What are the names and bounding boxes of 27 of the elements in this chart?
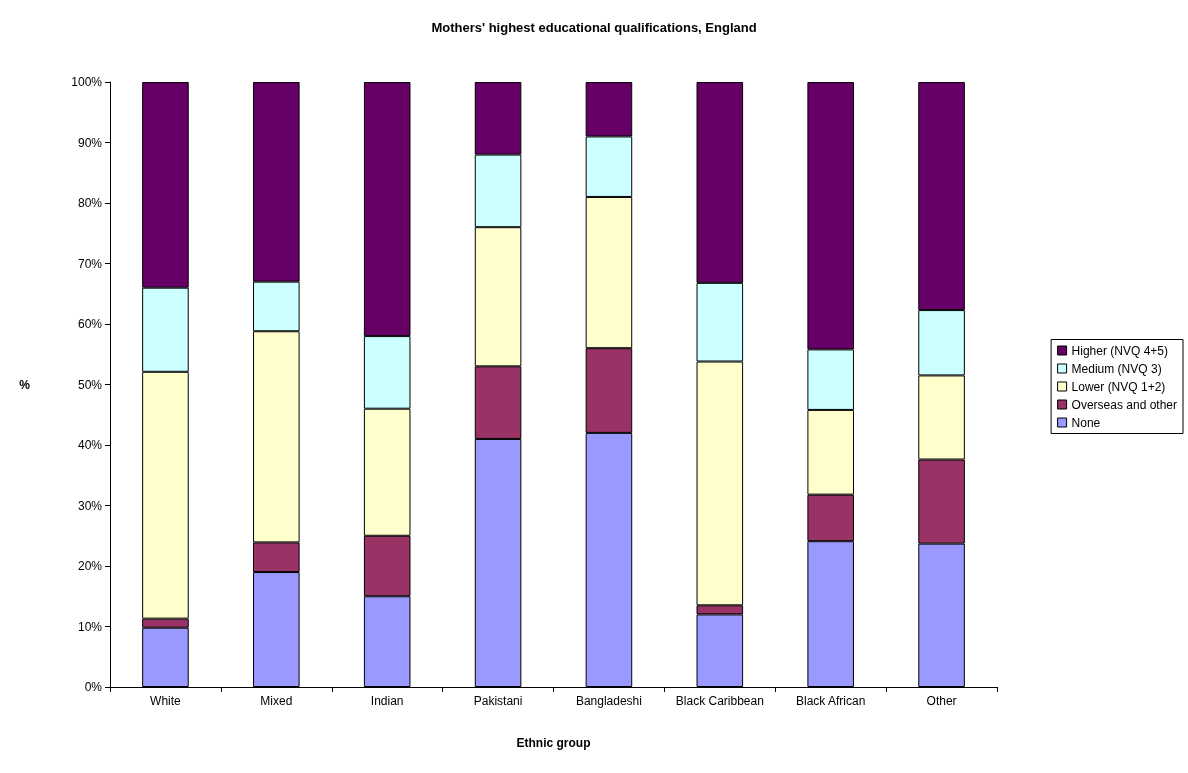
y-tick-label: 70%	[77, 256, 103, 271]
x-tick-label: Other	[926, 694, 957, 708]
legend-label: Overseas and other	[1071, 397, 1178, 412]
x-tick-label: Black African	[796, 694, 866, 708]
y-tick-label: 80%	[77, 196, 103, 210]
chart-title: Mothers' highest educational qualifications, England	[431, 20, 757, 35]
x-tick-label: White	[150, 694, 182, 708]
x-tick-label: Black Caribbean	[675, 694, 764, 708]
legend-label: Lower (NVQ 1+2)	[1071, 379, 1166, 394]
y-tick-label: 20%	[77, 559, 103, 573]
y-tick-label: 90%	[77, 135, 103, 150]
legend-label: Medium (NVQ 3)	[1071, 361, 1162, 376]
x-tick-label: Mixed	[260, 694, 293, 708]
legend-label: Higher (NVQ 4+5)	[1071, 343, 1168, 358]
y-tick-label: 50%	[77, 377, 103, 392]
legend-label: None	[1071, 415, 1101, 430]
y-tick-label: 60%	[77, 317, 103, 331]
x-axis-title: Ethnic group	[516, 736, 591, 750]
y-tick-label: 40%	[77, 438, 103, 452]
x-tick-label: Indian	[370, 694, 404, 708]
y-tick-label: 0%	[84, 680, 103, 694]
x-tick-label: Pakistani	[473, 694, 523, 708]
x-tick-label: Bangladeshi	[575, 694, 642, 708]
y-tick-label: 30%	[77, 498, 103, 513]
y-tick-label: 10%	[77, 619, 103, 634]
y-tick-label: 100%	[71, 75, 103, 89]
y-axis-title: %	[19, 377, 31, 392]
